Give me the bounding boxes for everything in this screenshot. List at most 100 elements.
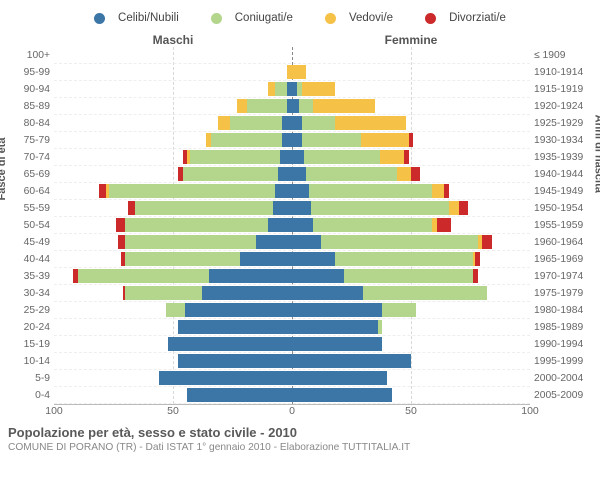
birth-tick: 1920-1924 [530, 98, 592, 115]
side-headers: Maschi Femmine [8, 33, 592, 47]
female-bar [292, 387, 530, 404]
bar-row [54, 370, 530, 387]
birth-tick: 1995-1999 [530, 353, 592, 370]
bar-row [54, 234, 530, 251]
female-bar [292, 268, 530, 285]
birth-tick: ≤ 1909 [530, 47, 592, 64]
male-bar [54, 47, 292, 64]
age-tick: 20-24 [8, 319, 54, 336]
male-bar [54, 285, 292, 302]
male-bar [54, 149, 292, 166]
female-bar [292, 251, 530, 268]
birth-tick: 1985-1989 [530, 319, 592, 336]
bar-row [54, 98, 530, 115]
female-bar [292, 98, 530, 115]
male-bar [54, 132, 292, 149]
male-bar [54, 234, 292, 251]
x-tick: 50 [405, 405, 417, 417]
age-tick: 45-49 [8, 234, 54, 251]
legend-item: Vedovi/e [317, 12, 401, 24]
legend: Celibi/NubiliConiugati/eVedovi/eDivorzia… [8, 8, 592, 33]
legend-label: Celibi/Nubili [118, 12, 179, 24]
bar-row [54, 387, 530, 404]
male-bar [54, 370, 292, 387]
header-males: Maschi [54, 33, 292, 47]
legend-item: Coniugati/e [203, 12, 301, 24]
age-tick: 70-74 [8, 149, 54, 166]
legend-swatch [425, 13, 436, 24]
age-tick: 10-14 [8, 353, 54, 370]
male-bar [54, 268, 292, 285]
birth-tick: 1910-1914 [530, 64, 592, 81]
female-bar [292, 217, 530, 234]
birth-tick: 1965-1969 [530, 251, 592, 268]
male-bar [54, 302, 292, 319]
birth-tick: 1940-1944 [530, 166, 592, 183]
bars-area [54, 47, 530, 405]
birth-tick: 1915-1919 [530, 81, 592, 98]
female-bar [292, 285, 530, 302]
legend-swatch [211, 13, 222, 24]
female-bar [292, 234, 530, 251]
birth-tick: 1990-1994 [530, 336, 592, 353]
chart-title: Popolazione per età, sesso e stato civil… [8, 425, 592, 440]
bar-row [54, 200, 530, 217]
bar-row [54, 81, 530, 98]
age-tick: 90-94 [8, 81, 54, 98]
male-bar [54, 64, 292, 81]
age-tick: 40-44 [8, 251, 54, 268]
female-bar [292, 149, 530, 166]
y-axis-right: Anni di nascita ≤ 19091910-19141915-1919… [530, 47, 592, 405]
bar-row [54, 268, 530, 285]
bar-row [54, 166, 530, 183]
female-bar [292, 200, 530, 217]
male-bar [54, 251, 292, 268]
x-tick: 0 [289, 405, 295, 417]
bar-row [54, 132, 530, 149]
legend-label: Vedovi/e [349, 12, 393, 24]
population-pyramid-chart: Celibi/NubiliConiugati/eVedovi/eDivorzia… [0, 0, 600, 500]
birth-tick: 1960-1964 [530, 234, 592, 251]
male-bar [54, 217, 292, 234]
bar-row [54, 319, 530, 336]
x-tick: 50 [167, 405, 179, 417]
female-bar [292, 166, 530, 183]
female-bar [292, 336, 530, 353]
chart-subtitle: COMUNE DI PORANO (TR) - Dati ISTAT 1° ge… [8, 442, 592, 453]
bar-row [54, 336, 530, 353]
male-bar [54, 115, 292, 132]
age-tick: 60-64 [8, 183, 54, 200]
male-bar [54, 98, 292, 115]
age-tick: 95-99 [8, 64, 54, 81]
bar-row [54, 251, 530, 268]
age-tick: 5-9 [8, 370, 54, 387]
x-tick: 100 [521, 405, 539, 417]
birth-tick: 1930-1934 [530, 132, 592, 149]
female-bar [292, 47, 530, 64]
bar-row [54, 149, 530, 166]
age-tick: 0-4 [8, 387, 54, 404]
birth-tick: 1975-1979 [530, 285, 592, 302]
age-tick: 75-79 [8, 132, 54, 149]
footer: Popolazione per età, sesso e stato civil… [8, 425, 592, 453]
bar-row [54, 302, 530, 319]
y-axis-left: Fasce di età 100+95-9990-9485-8980-8475-… [8, 47, 54, 405]
female-bar [292, 64, 530, 81]
female-bar [292, 115, 530, 132]
bar-row [54, 217, 530, 234]
male-bar [54, 387, 292, 404]
bar-row [54, 353, 530, 370]
female-bar [292, 183, 530, 200]
plot-area: Fasce di età 100+95-9990-9485-8980-8475-… [8, 47, 592, 405]
legend-swatch [325, 13, 336, 24]
male-bar [54, 166, 292, 183]
female-bar [292, 370, 530, 387]
age-tick: 55-59 [8, 200, 54, 217]
age-tick: 35-39 [8, 268, 54, 285]
female-bar [292, 302, 530, 319]
y-label-right: Anni di nascita [592, 114, 600, 192]
age-tick: 80-84 [8, 115, 54, 132]
birth-tick: 1945-1949 [530, 183, 592, 200]
bar-row [54, 64, 530, 81]
birth-tick: 1970-1974 [530, 268, 592, 285]
